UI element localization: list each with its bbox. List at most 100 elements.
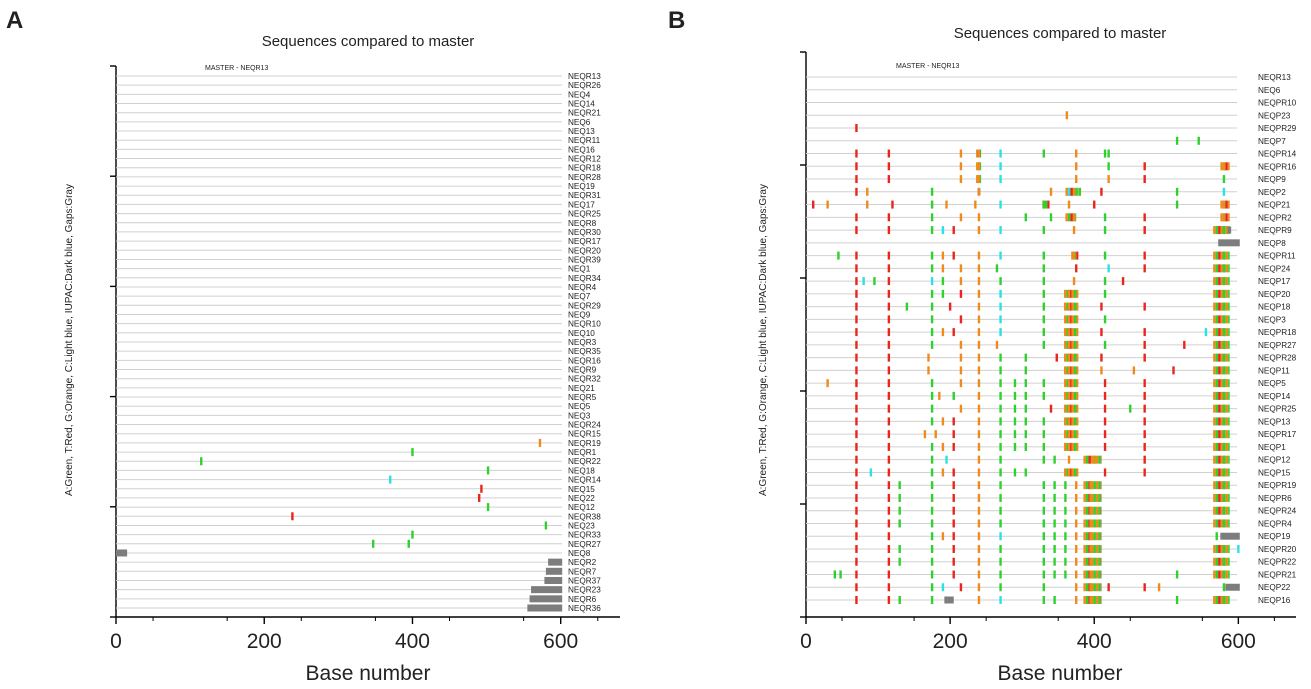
variant-block-stripe [1075,213,1077,222]
mutation-mark [1222,353,1226,362]
variant-block-stripe [1071,468,1074,477]
variant-block-stripe [1218,442,1221,451]
variant-block-stripe [1068,340,1072,349]
mutation-mark [952,468,955,477]
mutation-mark [1064,532,1067,541]
variant-block-stripe [1071,417,1074,426]
variant-block-stripe [1215,519,1219,528]
mutation-mark [999,430,1002,439]
mutation-mark [1089,519,1092,528]
sequence-label: NEQPR22 [1258,558,1297,567]
mutation-mark [1089,544,1092,553]
variant-block-stripe [1218,315,1221,324]
mutation-mark [930,264,934,273]
variant-block-stripe [1100,544,1102,553]
variant-block-stripe [1083,506,1086,515]
sequence-label: NEQP9 [1258,175,1286,184]
mutation-mark [855,391,858,400]
mutation-mark [959,149,963,158]
mutation-mark [1143,379,1146,388]
variant-block-stripe [1090,544,1094,553]
sequence-label: NEQ6 [568,118,591,127]
mutation-mark [855,506,858,515]
variant-block-stripe [1225,519,1229,528]
variant-block-stripe [1225,557,1229,566]
mutation-mark [407,539,410,548]
variant-block-stripe [1213,366,1216,375]
mutation-mark [1103,251,1107,260]
mutation-mark [1067,455,1071,464]
variant-block-stripe [1218,379,1221,388]
mutation-mark [1103,417,1107,426]
mutation-mark [930,213,934,222]
mutation-mark [941,442,945,451]
variant-block-stripe [1228,417,1230,426]
mutation-mark [1100,187,1103,196]
mutation-mark [959,289,963,298]
mutation-mark [999,583,1002,592]
variant-block-stripe [1225,353,1229,362]
variant-block-stripe [1225,226,1229,235]
variant-block-stripe [1225,468,1229,477]
x-tick-label: 0 [800,630,812,653]
variant-block-stripe [1225,455,1229,464]
variant-block-stripe [1213,404,1216,413]
mutation-mark [1222,442,1226,451]
variant-block-stripe [1093,506,1096,515]
mutation-mark [1222,162,1226,171]
mutation-mark [1143,302,1146,311]
mutation-mark [1067,442,1071,451]
mutation-mark [1053,519,1056,528]
variant-block-stripe [1215,430,1219,439]
gap-bar [1220,532,1240,540]
variant-block-stripe [1225,417,1229,426]
mutation-mark [1143,391,1146,400]
mutation-mark [1183,340,1186,349]
gap-bar [529,595,563,603]
mutation-mark [1222,583,1226,592]
mutation-mark [1143,226,1146,235]
sequence-label: NEQ13 [568,127,595,136]
mutation-mark [1222,570,1226,579]
variant-block-stripe [1068,430,1072,439]
gap-bar [544,576,563,584]
variant-block-stripe [1225,366,1229,375]
variant-block-stripe [1218,544,1221,553]
mutation-mark [977,264,981,273]
mutation-mark [1157,583,1161,592]
mutation-mark [1072,213,1076,222]
variant-block-stripe [1100,532,1102,541]
mutation-mark [977,481,981,490]
mutation-mark [1222,455,1226,464]
mutation-mark [1067,302,1071,311]
variant-block-stripe [1068,442,1072,451]
mutation-mark [977,226,981,235]
variant-block-stripe [1083,532,1086,541]
mutation-mark [1100,302,1103,311]
mutation-mark [1132,366,1136,375]
y-axis-label: A:Green, T:Red, G:Orange, C:Light blue, … [64,184,75,496]
sequence-label: NEQR13 [1258,73,1291,82]
mutation-mark [1100,353,1103,362]
variant-block-stripe [1228,430,1230,439]
mutation-mark [999,468,1002,477]
mutation-mark [999,328,1002,337]
mutation-mark [1222,493,1226,502]
mutation-mark [952,328,955,337]
mutation-mark [1222,289,1226,298]
sequence-label: NEQP17 [1258,277,1291,286]
variant-block-stripe [1220,493,1224,502]
variant-block-stripe [1070,213,1073,222]
sequence-label: NEQP22 [1258,583,1291,592]
variant-block-stripe [1225,379,1229,388]
mutation-mark [1121,277,1125,286]
mutation-mark [887,149,891,158]
variant-block-stripe [1100,506,1102,515]
sequence-label: NEQR22 [568,457,601,466]
sequence-label: NEQ6 [1258,86,1281,95]
variant-block-stripe [1228,596,1230,604]
mutation-mark [898,481,901,490]
mutation-mark [1222,226,1226,235]
variant-block-stripe [1073,404,1077,413]
mutation-mark [1222,544,1226,553]
